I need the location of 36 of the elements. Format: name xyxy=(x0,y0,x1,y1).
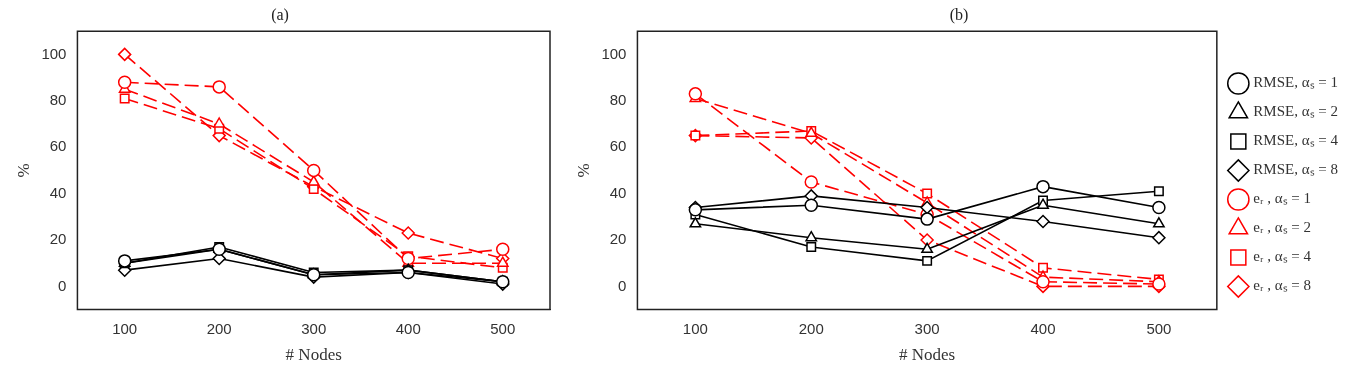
legend-label: eᵣ , αₛ = 2 xyxy=(1253,219,1312,236)
y-tick-label: 60 xyxy=(609,137,627,155)
y-tick-label: 0 xyxy=(58,276,67,294)
y-tick-label: 20 xyxy=(609,230,627,248)
legend-label: eᵣ , αₛ = 1 xyxy=(1253,190,1312,207)
legend-label: eᵣ , αₛ = 8 xyxy=(1253,277,1312,294)
chart-title: (a) xyxy=(271,5,289,24)
x-axis-title: # Nodes xyxy=(899,345,956,365)
legend-label: RMSE, αₛ = 8 xyxy=(1253,161,1339,178)
legend-label: RMSE, αₛ = 4 xyxy=(1253,132,1339,149)
y-tick-label: 20 xyxy=(49,230,67,248)
y-tick-label: 60 xyxy=(49,137,67,155)
x-tick-label: 200 xyxy=(206,319,232,337)
y-tick-label: 40 xyxy=(49,183,67,201)
y-tick-label: 100 xyxy=(41,44,67,62)
x-tick-label: 200 xyxy=(798,319,824,337)
x-tick-label: 400 xyxy=(1030,319,1056,337)
x-tick-label: 300 xyxy=(301,319,327,337)
y-axis-title: % xyxy=(13,163,33,178)
y-tick-label: 80 xyxy=(609,90,627,108)
x-tick-label: 100 xyxy=(682,319,708,337)
legend-label: eᵣ , αₛ = 4 xyxy=(1253,248,1312,265)
x-tick-label: 500 xyxy=(1146,319,1172,337)
y-tick-label: 80 xyxy=(49,90,67,108)
x-tick-label: 400 xyxy=(395,319,421,337)
x-axis-title: # Nodes xyxy=(285,345,342,365)
x-tick-label: 100 xyxy=(112,319,138,337)
x-tick-label: 500 xyxy=(490,319,516,337)
legend-label: RMSE, αₛ = 1 xyxy=(1253,74,1339,91)
y-tick-label: 40 xyxy=(609,183,627,201)
y-tick-label: 100 xyxy=(601,44,627,62)
x-tick-label: 300 xyxy=(914,319,940,337)
y-tick-label: 0 xyxy=(618,276,627,294)
chart-title: (b) xyxy=(949,5,969,24)
legend-label: RMSE, αₛ = 2 xyxy=(1253,103,1339,120)
y-axis-title: % xyxy=(573,163,593,178)
